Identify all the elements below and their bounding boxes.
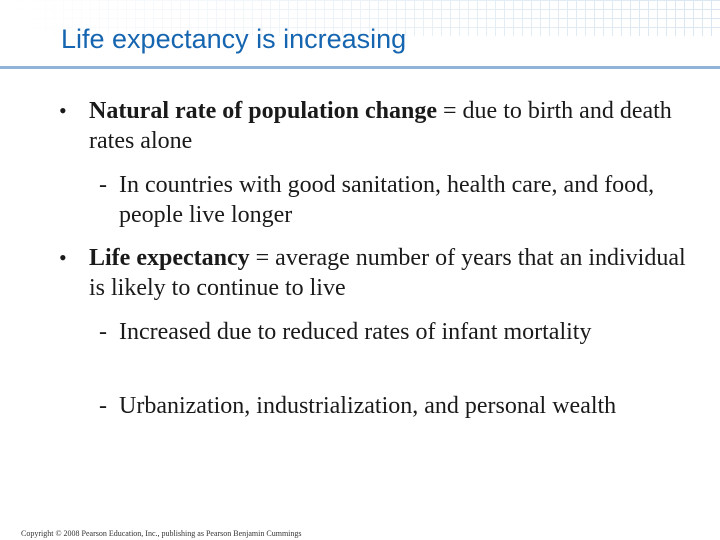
bullet-item-natural-rate: • Natural rate of population change = du… [59, 96, 689, 156]
copyright-notice: Copyright © 2008 Pearson Education, Inc.… [21, 529, 302, 538]
bullet-term: Natural rate of population change [89, 98, 437, 124]
bullet-item-life-expectancy: • Life expectancy = average number of ye… [59, 243, 689, 303]
bullet-definition: = average number of years that an indivi… [89, 245, 686, 301]
subpoint-item: - Increased due to reduced rates of infa… [99, 317, 699, 347]
slide-title: Life expectancy is increasing [61, 24, 407, 54]
bullet-icon: • [59, 98, 67, 123]
dash-icon: - [99, 172, 107, 198]
dash-icon: - [99, 393, 107, 419]
subpoint-item: - Urbanization, industrialization, and p… [99, 391, 699, 421]
subpoint-text: Increased due to reduced rates of infant… [119, 319, 592, 345]
title-divider [0, 66, 720, 69]
bullet-definition: = due to birth and death rates alone [89, 98, 672, 154]
bullet-term: Life expectancy [89, 245, 250, 271]
bullet-icon: • [59, 245, 67, 270]
dash-icon: - [99, 319, 107, 345]
header-grid-decoration [0, 0, 720, 36]
subpoint-item: - In countries with good sanitation, hea… [99, 170, 699, 230]
subpoint-text: In countries with good sanitation, healt… [119, 172, 655, 228]
subpoint-text: Urbanization, industrialization, and per… [119, 393, 617, 419]
